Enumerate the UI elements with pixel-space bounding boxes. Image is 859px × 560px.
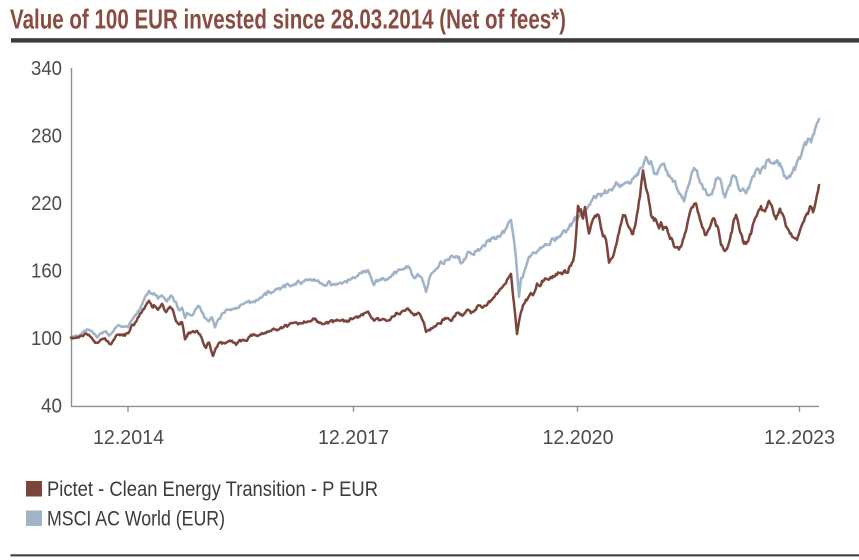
svg-text:340: 340 bbox=[31, 57, 62, 80]
svg-text:12.2023: 12.2023 bbox=[764, 426, 835, 449]
svg-text:12.2020: 12.2020 bbox=[543, 426, 614, 449]
svg-text:220: 220 bbox=[31, 192, 62, 215]
svg-text:40: 40 bbox=[41, 395, 62, 418]
svg-text:280: 280 bbox=[31, 125, 62, 148]
svg-text:Pictet - Clean Energy Transiti: Pictet - Clean Energy Transition - P EUR bbox=[47, 478, 378, 501]
svg-text:12.2014: 12.2014 bbox=[93, 426, 164, 449]
svg-text:160: 160 bbox=[31, 260, 62, 283]
svg-text:100: 100 bbox=[31, 327, 62, 350]
svg-text:MSCI AC World (EUR): MSCI AC World (EUR) bbox=[47, 508, 225, 531]
svg-text:Value of 100 EUR invested sinc: Value of 100 EUR invested since 28.03.20… bbox=[10, 4, 566, 35]
svg-text:12.2017: 12.2017 bbox=[318, 426, 389, 449]
